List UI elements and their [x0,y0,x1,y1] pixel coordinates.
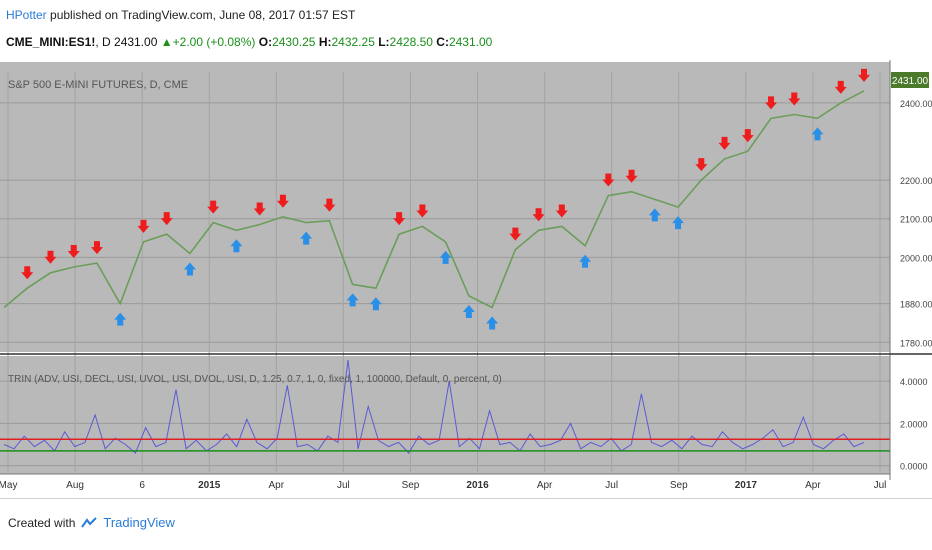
indicator-pane[interactable] [0,356,890,474]
down-arrow-icon [44,250,57,264]
time-axis-tick-label: 2015 [198,480,221,491]
low-label: L: [378,35,390,49]
footer: Created with TradingView [8,515,175,530]
footer-divider [0,498,932,499]
down-arrow-icon [207,200,220,214]
up-arrow-icon [230,239,243,253]
axis-layer: 1780.00 1880.00 2000.00 2100.00 2200.00 2400.… [0,99,932,491]
price-pane[interactable] [0,62,890,352]
time-axis-tick-label: 2017 [735,480,758,491]
close-label: C: [436,35,449,49]
down-arrow-icon [253,202,266,216]
time-axis-tick-label: Sep [402,480,420,491]
down-arrow-icon [393,212,406,226]
price-axis-tick-label: 1880.00 [900,300,932,310]
time-axis-tick-label: Apr [537,480,553,491]
down-arrow-icon [416,204,429,218]
time-axis-tick-label: Apr [805,480,821,491]
time-axis-tick-label: 6 [139,480,145,491]
up-arrow-icon [346,293,359,307]
time-axis-tick-label: 2016 [466,480,489,491]
tradingview-brand[interactable]: TradingView [103,515,175,530]
trin-axis-tick-label: 0.0000 [900,462,928,472]
up-arrow-icon [114,312,127,326]
price-axis-tick-label: 2400.00 [900,99,932,109]
up-triangle-icon: ▲ [160,35,173,49]
down-arrow-icon [858,68,870,82]
down-arrow-icon [323,198,336,212]
time-axis-tick-label: Jul [337,480,350,491]
author-link[interactable]: HPotter [6,8,47,22]
down-arrow-icon [625,169,638,183]
price-pane-title: S&P 500 E-MINI FUTURES, D, CME [8,79,188,91]
time-axis-tick-label: Apr [269,480,285,491]
up-arrow-icon [183,262,196,276]
time-axis-tick-label: May [0,480,17,491]
last-price-tag-label: 2431.00 [892,76,929,87]
trin-axis-tick-label: 4.0000 [900,377,928,387]
price-axis-tick-label: 2200.00 [900,176,932,186]
price-layer [3,90,865,309]
up-arrow-icon [486,316,499,330]
price-axis-tick-label: 2000.00 [900,253,932,263]
up-arrow-icon [300,231,313,245]
down-arrow-icon [90,241,103,255]
up-arrow-icon [811,127,824,141]
down-arrow-icon [160,212,173,226]
up-arrow-icon [462,304,475,318]
up-arrow-icon [672,216,685,230]
down-arrow-icon [276,194,289,208]
close-value: 2431.00 [448,35,493,49]
chart-svg[interactable]: 1780.00 1880.00 2000.00 2100.00 2200.00 2400.… [0,60,932,500]
publish-header: HPotter published on TradingView.com, Ju… [6,8,355,22]
up-arrow-icon [369,297,382,311]
down-arrow-icon [788,92,801,106]
down-arrow-icon [834,80,847,94]
time-axis-tick-label: Jul [605,480,618,491]
price-axis-tick-label: 1780.00 [900,338,932,348]
chart-container[interactable]: 1780.00 1880.00 2000.00 2100.00 2200.00 2400.… [0,60,932,500]
last-price-tag [891,72,929,88]
published-text: published on TradingView.com, June 08, 2… [50,8,356,22]
open-label: O: [258,35,273,49]
up-arrow-icon [579,254,592,268]
up-arrow-icon [648,208,661,222]
grid-layer [0,72,890,472]
down-arrow-icon [509,227,522,241]
marker-layer [21,68,870,330]
down-arrow-icon [765,96,778,110]
open-value: 2430.25 [272,35,316,49]
down-arrow-icon [532,208,545,222]
symbol-name[interactable]: CME_MINI:ES1! [6,35,96,49]
trin-series-line [3,359,865,454]
down-arrow-icon [137,219,150,233]
down-arrow-icon [741,129,754,143]
tradingview-logo-icon [81,516,98,528]
trin-layer [0,359,890,454]
down-arrow-icon [602,173,615,187]
last-price: 2431.00 [114,35,158,49]
price-series-line [3,90,865,309]
time-axis-tick-label: Jul [874,480,887,491]
high-label: H: [318,35,332,49]
trin-axis-tick-label: 2.0000 [900,419,928,429]
low-value: 2428.50 [389,35,433,49]
created-with-text: Created with [8,515,76,530]
indicator-pane-title: TRIN (ADV, USI, DECL, USI, UVOL, USI, DV… [8,374,502,385]
price-change: +2.00 (+0.08%) [172,35,256,49]
down-arrow-icon [555,204,568,218]
down-arrow-icon [67,244,80,258]
time-axis-tick-label: Aug [66,480,84,491]
down-arrow-icon [718,136,731,150]
down-arrow-icon [695,158,708,172]
symbol-line: CME_MINI:ES1!, D 2431.00 ▲+2.00 (+0.08%)… [6,35,492,49]
price-axis-tick-label: 2100.00 [900,215,932,225]
down-arrow-icon [21,266,34,280]
interval: , D [95,35,111,49]
up-arrow-icon [439,250,452,264]
high-value: 2432.25 [331,35,375,49]
time-axis-tick-label: Sep [670,480,688,491]
